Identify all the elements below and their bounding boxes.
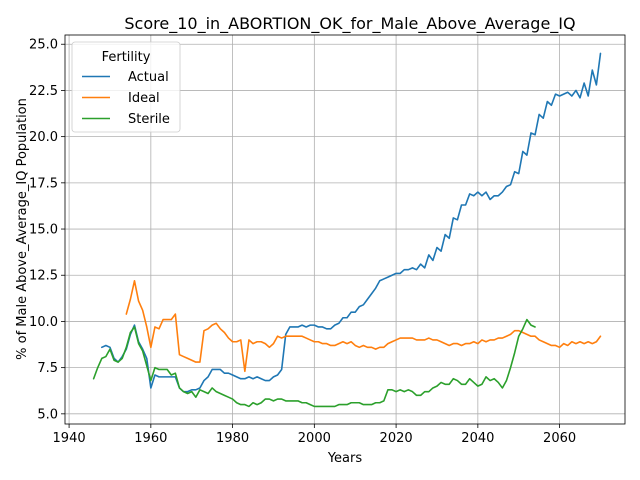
y-tick-label: 25.0 [29, 38, 58, 53]
legend-label-actual: Actual [128, 70, 169, 85]
x-tick-label: 1980 [216, 431, 249, 446]
y-axis-label: % of Male Above_Average_IQ Population [15, 98, 30, 360]
y-tick-label: 10.0 [29, 315, 58, 330]
y-axis: 5.0 7.5 10.0 12.5 15.0 17.5 20.0 22.5 25.0 [29, 38, 65, 422]
x-axis: 1940 1960 1980 2000 2020 2040 2060 [53, 424, 576, 446]
x-tick-label: 1960 [134, 431, 167, 446]
x-tick-label: 2000 [298, 431, 331, 446]
x-tick-label: 2040 [461, 431, 494, 446]
legend-label-sterile: Sterile [128, 112, 170, 127]
y-tick-label: 20.0 [29, 130, 58, 145]
x-tick-label: 2020 [380, 431, 413, 446]
x-tick-label: 1940 [53, 431, 86, 446]
legend-box [71, 41, 181, 133]
y-tick-label: 12.5 [29, 269, 58, 284]
y-tick-label: 22.5 [29, 84, 58, 99]
legend-title: Fertility [102, 50, 151, 65]
x-axis-label: Years [327, 451, 363, 466]
y-tick-label: 7.5 [37, 361, 58, 376]
y-tick-label: 5.0 [37, 407, 58, 422]
legend: Fertility Actual Ideal Sterile [71, 41, 181, 133]
series-line-sterile [92, 318, 536, 408]
plot-frame [64, 34, 626, 425]
series-layer [92, 52, 602, 408]
legend-label-ideal: Ideal [128, 91, 160, 106]
x-gridlines [68, 35, 560, 424]
y-tick-label: 15.0 [29, 223, 58, 238]
chart-title: Score_10_in_ABORTION_OK_for_Male_Above_A… [124, 14, 575, 34]
y-tick-label: 17.5 [29, 176, 58, 191]
x-tick-label: 2060 [543, 431, 576, 446]
